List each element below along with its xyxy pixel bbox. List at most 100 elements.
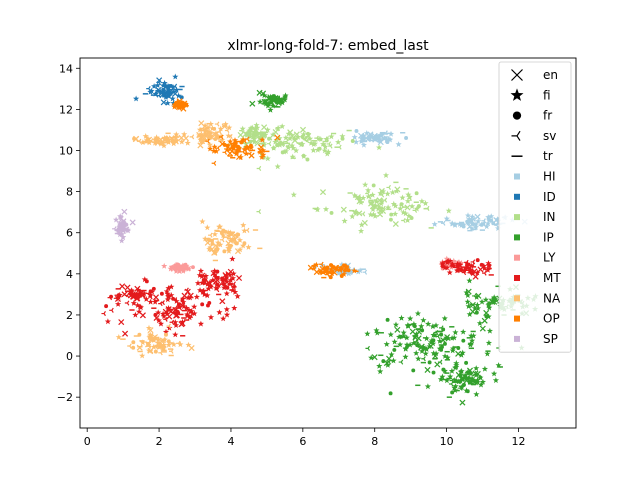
data-point [242, 138, 247, 144]
data-point [136, 344, 143, 351]
data-point [271, 93, 278, 100]
data-point [320, 269, 327, 276]
data-point [358, 227, 365, 234]
data-point [152, 294, 160, 301]
data-point [173, 131, 180, 138]
data-point [433, 350, 440, 357]
y-tick-label: −2 [57, 391, 73, 404]
data-point [243, 150, 250, 157]
data-point [478, 381, 485, 388]
data-point [399, 202, 404, 207]
data-point [381, 359, 386, 364]
data-point [467, 377, 475, 384]
data-point [351, 267, 358, 274]
data-point [257, 148, 264, 155]
data-point [285, 130, 292, 137]
data-point [447, 373, 454, 380]
data-point [135, 295, 140, 300]
data-point [191, 310, 198, 317]
data-point [305, 157, 310, 162]
data-point [154, 139, 161, 146]
data-point [350, 139, 355, 143]
data-point [291, 135, 298, 142]
legend-label: fi [543, 88, 551, 102]
data-point [219, 136, 226, 143]
data-point [367, 211, 374, 218]
data-point [402, 345, 409, 352]
data-point [455, 267, 462, 273]
data-point [379, 207, 387, 215]
data-point [383, 172, 390, 178]
data-point [285, 144, 292, 151]
data-point [147, 298, 154, 305]
data-point [118, 222, 123, 227]
data-point [160, 99, 167, 106]
data-point [282, 134, 289, 141]
data-point [165, 341, 172, 348]
data-point [394, 326, 401, 333]
data-point [443, 215, 450, 222]
data-point [118, 237, 125, 244]
data-point [119, 231, 126, 237]
data-point [425, 320, 432, 327]
data-point [226, 150, 234, 157]
data-point [369, 206, 377, 212]
data-point [356, 197, 363, 204]
data-point [469, 213, 476, 220]
data-point [260, 151, 267, 158]
data-point [116, 231, 123, 238]
data-point [346, 268, 351, 273]
y-tick-label: 6 [66, 227, 73, 240]
data-point [371, 183, 376, 188]
data-point [482, 296, 489, 303]
data-point [222, 249, 227, 254]
data-point [484, 266, 491, 273]
x-tick-label: 8 [371, 435, 378, 448]
data-point [404, 136, 409, 140]
data-point [448, 381, 454, 387]
data-point [158, 301, 163, 307]
data-point [458, 385, 463, 391]
data-point [159, 291, 164, 296]
data-point [390, 200, 397, 207]
data-point [151, 286, 156, 291]
data-point [253, 122, 260, 128]
data-point [179, 262, 186, 269]
data-point [475, 218, 482, 224]
data-point [491, 370, 498, 377]
data-point [172, 73, 179, 80]
data-point [415, 335, 422, 342]
data-point [178, 103, 185, 110]
data-point [354, 194, 361, 201]
data-point [227, 138, 234, 145]
data-point [168, 348, 174, 354]
data-point [429, 323, 436, 330]
data-point [184, 288, 191, 295]
data-point [112, 226, 117, 232]
data-point [450, 257, 457, 264]
data-point [164, 296, 171, 303]
data-point [433, 329, 439, 336]
data-point [466, 311, 473, 317]
data-point [146, 139, 153, 146]
data-point [258, 144, 265, 151]
data-point [222, 142, 227, 147]
data-point [458, 222, 465, 228]
data-point [360, 194, 367, 201]
data-point [474, 301, 481, 308]
data-point [469, 375, 476, 382]
data-point [178, 138, 185, 145]
data-point [215, 282, 222, 289]
data-point [131, 345, 136, 350]
data-point [276, 135, 283, 142]
data-point [413, 349, 420, 356]
data-point [449, 260, 456, 267]
data-point [386, 355, 393, 362]
data-point [119, 220, 126, 227]
data-point [174, 139, 179, 145]
data-point [251, 138, 258, 145]
legend-label: MT [543, 271, 561, 285]
data-point [434, 361, 441, 368]
data-point [202, 272, 209, 279]
data-point [164, 89, 171, 96]
